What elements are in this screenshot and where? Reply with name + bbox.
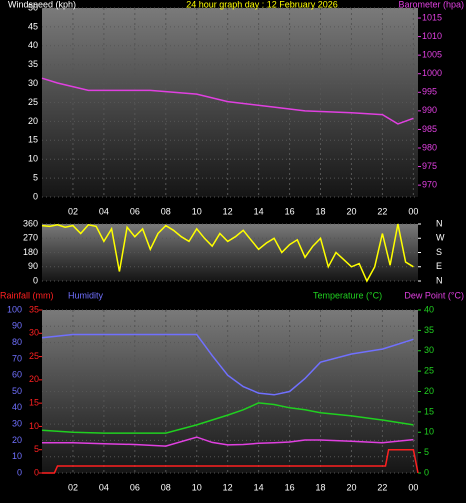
y-tick-label: 270 [23, 233, 38, 243]
x-tick-label: 04 [99, 482, 109, 492]
y-tick-label: 90 [28, 261, 38, 271]
series-line [41, 223, 414, 283]
x-tick-label: 20 [346, 482, 356, 492]
y2-tick-label: 970 [422, 179, 437, 189]
y-tick-label: 45 [28, 21, 38, 31]
y-tick-label: 50 [12, 386, 22, 396]
y-tick-label: 30 [28, 78, 38, 88]
y-tick-label: 50 [28, 2, 38, 12]
y-tick-label: 40 [12, 402, 22, 412]
y-tick-label: 10 [12, 451, 22, 461]
x-tick-label: 06 [130, 482, 140, 492]
y-tick-label: 35 [28, 59, 38, 69]
x-tick-label: 08 [161, 482, 171, 492]
y-tick-label: 360 [23, 218, 38, 228]
y2-tick-label: 30 [424, 345, 434, 355]
series-label: Temperature (°C) [313, 290, 382, 300]
y2-tick-label: 5 [424, 447, 429, 457]
x-tick-label: 08 [161, 206, 171, 216]
y3-tick-label: 25 [29, 351, 39, 361]
y2-tick-label: 15 [424, 406, 434, 416]
y2-tick-label: 10 [424, 427, 434, 437]
y3-tick-label: 10 [29, 421, 39, 431]
y2-tick-label: E [436, 261, 442, 271]
series-line [42, 436, 414, 447]
chart-title: 24 hour graph day : 12 February 2026 [186, 0, 338, 9]
series-label: Barometer (hpa) [398, 0, 464, 9]
x-tick-label: 12 [223, 206, 233, 216]
series-label: Dew Point (°C) [404, 290, 464, 300]
y2-tick-label: N [436, 218, 443, 228]
y-tick-label: 20 [12, 435, 22, 445]
y3-tick-label: 15 [29, 398, 39, 408]
x-tick-label: 00 [408, 482, 418, 492]
series-label: Humidity [68, 290, 104, 300]
y2-tick-label: 1000 [422, 68, 442, 78]
y-tick-label: 25 [28, 97, 38, 107]
y2-tick-label: 1005 [422, 50, 442, 60]
x-tick-label: 12 [223, 482, 233, 492]
x-tick-label: 18 [316, 482, 326, 492]
x-tick-label: 14 [254, 206, 264, 216]
y2-tick-label: W [436, 233, 445, 243]
y-tick-label: 20 [28, 116, 38, 126]
x-tick-label: 02 [68, 482, 78, 492]
y2-tick-label: S [436, 247, 442, 257]
y-tick-label: 90 [12, 321, 22, 331]
y-tick-label: 15 [28, 135, 38, 145]
x-tick-label: 06 [130, 206, 140, 216]
x-tick-label: 02 [68, 206, 78, 216]
y-tick-label: 80 [12, 337, 22, 347]
x-tick-label: 04 [99, 206, 109, 216]
y2-tick-label: 985 [422, 124, 437, 134]
x-tick-label: 16 [285, 206, 295, 216]
y2-tick-label: 1015 [422, 12, 442, 22]
series-label: Rainfall (mm) [0, 290, 54, 300]
y2-tick-label: 20 [424, 386, 434, 396]
y-tick-label: 70 [12, 353, 22, 363]
y2-tick-label: 1010 [422, 31, 442, 41]
y-tick-label: 40 [28, 40, 38, 50]
y2-tick-label: 990 [422, 105, 437, 115]
x-tick-label: 22 [377, 482, 387, 492]
y2-tick-label: 975 [422, 161, 437, 171]
x-tick-label: 16 [285, 482, 295, 492]
x-tick-label: 14 [254, 482, 264, 492]
y-axis-title: Windspeed (kph) [8, 0, 76, 9]
x-tick-label: 18 [316, 206, 326, 216]
y-tick-label: 180 [23, 247, 38, 257]
y-tick-label: 0 [33, 191, 38, 201]
x-tick-label: 20 [346, 206, 356, 216]
x-tick-label: 10 [192, 482, 202, 492]
y3-tick-label: 0 [34, 467, 39, 477]
y-tick-label: 10 [28, 154, 38, 164]
y3-tick-label: 20 [29, 374, 39, 384]
x-tick-label: 22 [377, 206, 387, 216]
y3-tick-label: 30 [29, 328, 39, 338]
y2-tick-label: 35 [424, 325, 434, 335]
y2-tick-label: 980 [422, 142, 437, 152]
x-tick-label: 10 [192, 206, 202, 216]
series-line [41, 77, 414, 125]
series-line [41, 333, 414, 396]
y-tick-label: 0 [17, 467, 22, 477]
y2-tick-label: N [436, 275, 443, 285]
y3-tick-label: 5 [34, 444, 39, 454]
y-tick-label: 0 [33, 275, 38, 285]
y-tick-label: 60 [12, 370, 22, 380]
y-tick-label: 100 [7, 304, 22, 314]
series-line [41, 402, 414, 434]
x-tick-label: 00 [408, 206, 418, 216]
y2-tick-label: 0 [424, 467, 429, 477]
y2-tick-label: 25 [424, 366, 434, 376]
y2-tick-label: 995 [422, 87, 437, 97]
y3-tick-label: 35 [29, 304, 39, 314]
y-tick-label: 30 [12, 418, 22, 428]
series-line [42, 448, 419, 474]
y2-tick-label: 40 [424, 304, 434, 314]
y-tick-label: 5 [33, 172, 38, 182]
